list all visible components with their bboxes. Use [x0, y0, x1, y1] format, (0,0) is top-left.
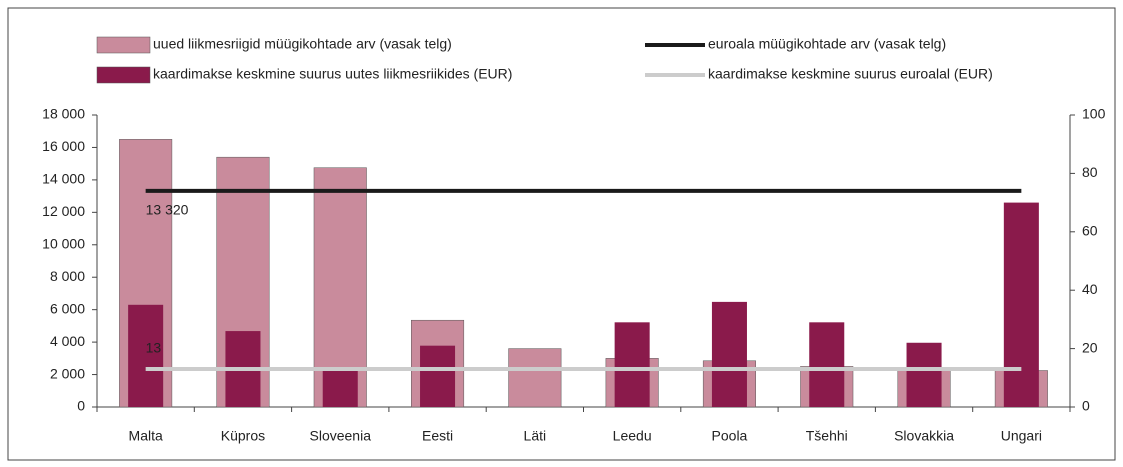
x-tick-label: Tšehhi [806, 428, 848, 444]
bar [711, 301, 747, 407]
bar [508, 348, 562, 408]
legend-label: euroala müügikohtade arv (vasak telg) [708, 36, 946, 52]
y-tick-label: 6 000 [50, 300, 85, 316]
legend-swatch [96, 36, 151, 54]
bar [809, 322, 845, 407]
x-tick-label: Slovakkia [894, 428, 954, 444]
y2-tick-label: 0 [1082, 398, 1090, 414]
y-tick-label: 18 000 [42, 106, 85, 122]
y-tick-label: 10 000 [42, 235, 85, 251]
y2-tick-label: 100 [1082, 106, 1106, 122]
bar [420, 345, 456, 407]
x-tick-label: Leedu [613, 428, 652, 444]
data-label: 13 320 [146, 202, 189, 218]
y-tick-label: 16 000 [42, 138, 85, 154]
bar [906, 342, 942, 407]
bar [614, 322, 650, 407]
y2-tick-label: 60 [1082, 223, 1098, 239]
legend-label: kaardimakse keskmine suurus uutes liikme… [153, 66, 512, 82]
x-tick-label: Malta [129, 428, 163, 444]
bar [322, 369, 358, 407]
y-tick-label: 8 000 [50, 268, 85, 284]
y2-tick-label: 80 [1082, 164, 1098, 180]
x-tick-label: Poola [712, 428, 748, 444]
y2-tick-label: 20 [1082, 339, 1098, 355]
x-tick-label: Eesti [422, 428, 453, 444]
x-tick-label: Ungari [1001, 428, 1042, 444]
x-tick-label: Küpros [221, 428, 265, 444]
y-tick-label: 0 [77, 398, 85, 414]
y2-tick-label: 40 [1082, 281, 1098, 297]
data-label: 13 [146, 340, 162, 356]
bar [128, 304, 164, 407]
x-tick-label: Läti [524, 428, 547, 444]
legend-swatch [96, 66, 151, 84]
y-tick-label: 14 000 [42, 171, 85, 187]
bar [1003, 202, 1039, 407]
legend-label: kaardimakse keskmine suurus euroalal (EU… [708, 66, 993, 82]
y-tick-label: 2 000 [50, 365, 85, 381]
y-tick-label: 12 000 [42, 203, 85, 219]
y-tick-label: 4 000 [50, 333, 85, 349]
x-tick-label: Sloveenia [310, 428, 372, 444]
legend-label: uued liikmesriigid müügikohtade arv (vas… [153, 36, 452, 52]
